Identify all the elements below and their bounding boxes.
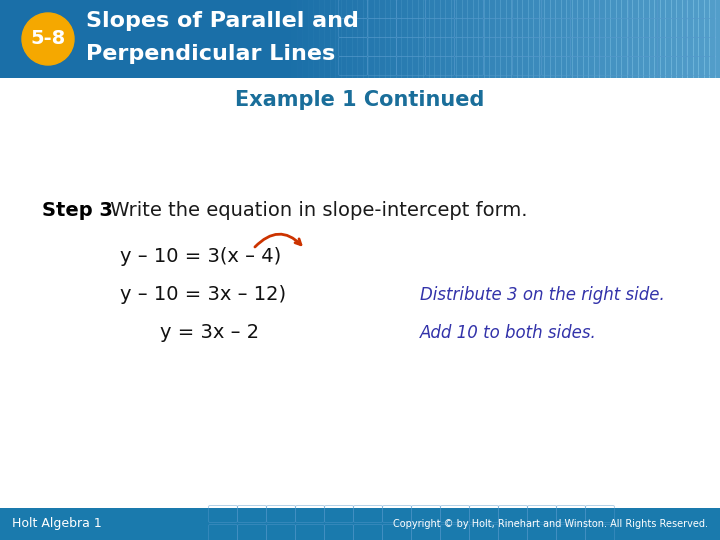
Bar (286, 0, 292, 78)
Bar (456, 0, 462, 78)
Bar (582, 0, 589, 78)
Bar (418, 0, 424, 78)
Text: y = 3x – 2: y = 3x – 2 (160, 323, 259, 342)
Bar (703, 0, 710, 78)
Bar (555, 0, 562, 78)
Bar (516, 0, 523, 78)
Bar (632, 0, 639, 78)
Bar (390, 0, 397, 78)
Bar (478, 0, 485, 78)
Bar (313, 0, 320, 78)
Bar (626, 0, 633, 78)
Bar (467, 0, 474, 78)
Bar (335, 0, 341, 78)
Bar (423, 0, 430, 78)
Bar (401, 0, 408, 78)
Text: Example 1 Continued: Example 1 Continued (235, 90, 485, 110)
Bar (698, 0, 704, 78)
Bar (572, 0, 578, 78)
Bar (599, 0, 606, 78)
Bar (379, 0, 385, 78)
Bar (324, 0, 330, 78)
Bar (693, 0, 699, 78)
Bar (489, 0, 495, 78)
Bar (687, 0, 693, 78)
Text: Holt Algebra 1: Holt Algebra 1 (12, 517, 102, 530)
Circle shape (22, 13, 74, 65)
Bar (566, 0, 572, 78)
Bar (330, 0, 336, 78)
Bar (280, 0, 287, 78)
Bar (318, 0, 325, 78)
Bar (428, 0, 435, 78)
Bar (643, 0, 649, 78)
Bar (621, 0, 628, 78)
Bar (495, 0, 501, 78)
Bar (714, 0, 720, 78)
Bar (439, 0, 446, 78)
Text: Slopes of Parallel and: Slopes of Parallel and (86, 11, 359, 31)
Text: y – 10 = 3x – 12): y – 10 = 3x – 12) (120, 286, 286, 305)
Bar (374, 0, 380, 78)
Bar (505, 0, 512, 78)
Text: Write the equation in slope-intercept form.: Write the equation in slope-intercept fo… (104, 200, 528, 219)
Bar (351, 0, 358, 78)
Bar (544, 0, 551, 78)
Bar (291, 0, 297, 78)
Bar (445, 0, 451, 78)
Text: Distribute 3 on the right side.: Distribute 3 on the right side. (420, 286, 665, 304)
Bar (605, 0, 611, 78)
Bar (346, 0, 353, 78)
Text: Perpendicular Lines: Perpendicular Lines (86, 44, 336, 64)
Bar (395, 0, 402, 78)
Bar (637, 0, 644, 78)
Bar (660, 0, 666, 78)
Bar (528, 0, 534, 78)
Bar (577, 0, 583, 78)
Bar (588, 0, 595, 78)
Bar (341, 0, 347, 78)
Bar (533, 0, 539, 78)
Bar (0, 0, 720, 78)
Bar (307, 0, 314, 78)
Bar (610, 0, 616, 78)
Bar (302, 0, 308, 78)
Bar (522, 0, 528, 78)
Text: Add 10 to both sides.: Add 10 to both sides. (420, 324, 597, 342)
Bar (297, 0, 303, 78)
Bar (500, 0, 506, 78)
Bar (407, 0, 413, 78)
Bar (676, 0, 683, 78)
Bar (462, 0, 468, 78)
Bar (549, 0, 556, 78)
Bar (451, 0, 457, 78)
Text: y – 10 = 3(x – 4): y – 10 = 3(x – 4) (120, 247, 282, 267)
Bar (616, 0, 622, 78)
Bar (649, 0, 655, 78)
Bar (362, 0, 369, 78)
Bar (357, 0, 364, 78)
Text: Step 3: Step 3 (42, 200, 113, 219)
Bar (593, 0, 600, 78)
Text: Copyright © by Holt, Rinehart and Winston. All Rights Reserved.: Copyright © by Holt, Rinehart and Winsto… (393, 519, 708, 529)
Bar (654, 0, 660, 78)
Bar (434, 0, 441, 78)
Bar (665, 0, 672, 78)
Bar (412, 0, 418, 78)
Bar (511, 0, 518, 78)
Bar (670, 0, 677, 78)
Bar (368, 0, 374, 78)
Text: 5-8: 5-8 (30, 30, 66, 49)
Bar (484, 0, 490, 78)
Bar (0, 508, 720, 540)
Bar (384, 0, 391, 78)
Bar (539, 0, 545, 78)
Bar (560, 0, 567, 78)
Bar (472, 0, 479, 78)
Bar (709, 0, 716, 78)
Bar (682, 0, 688, 78)
